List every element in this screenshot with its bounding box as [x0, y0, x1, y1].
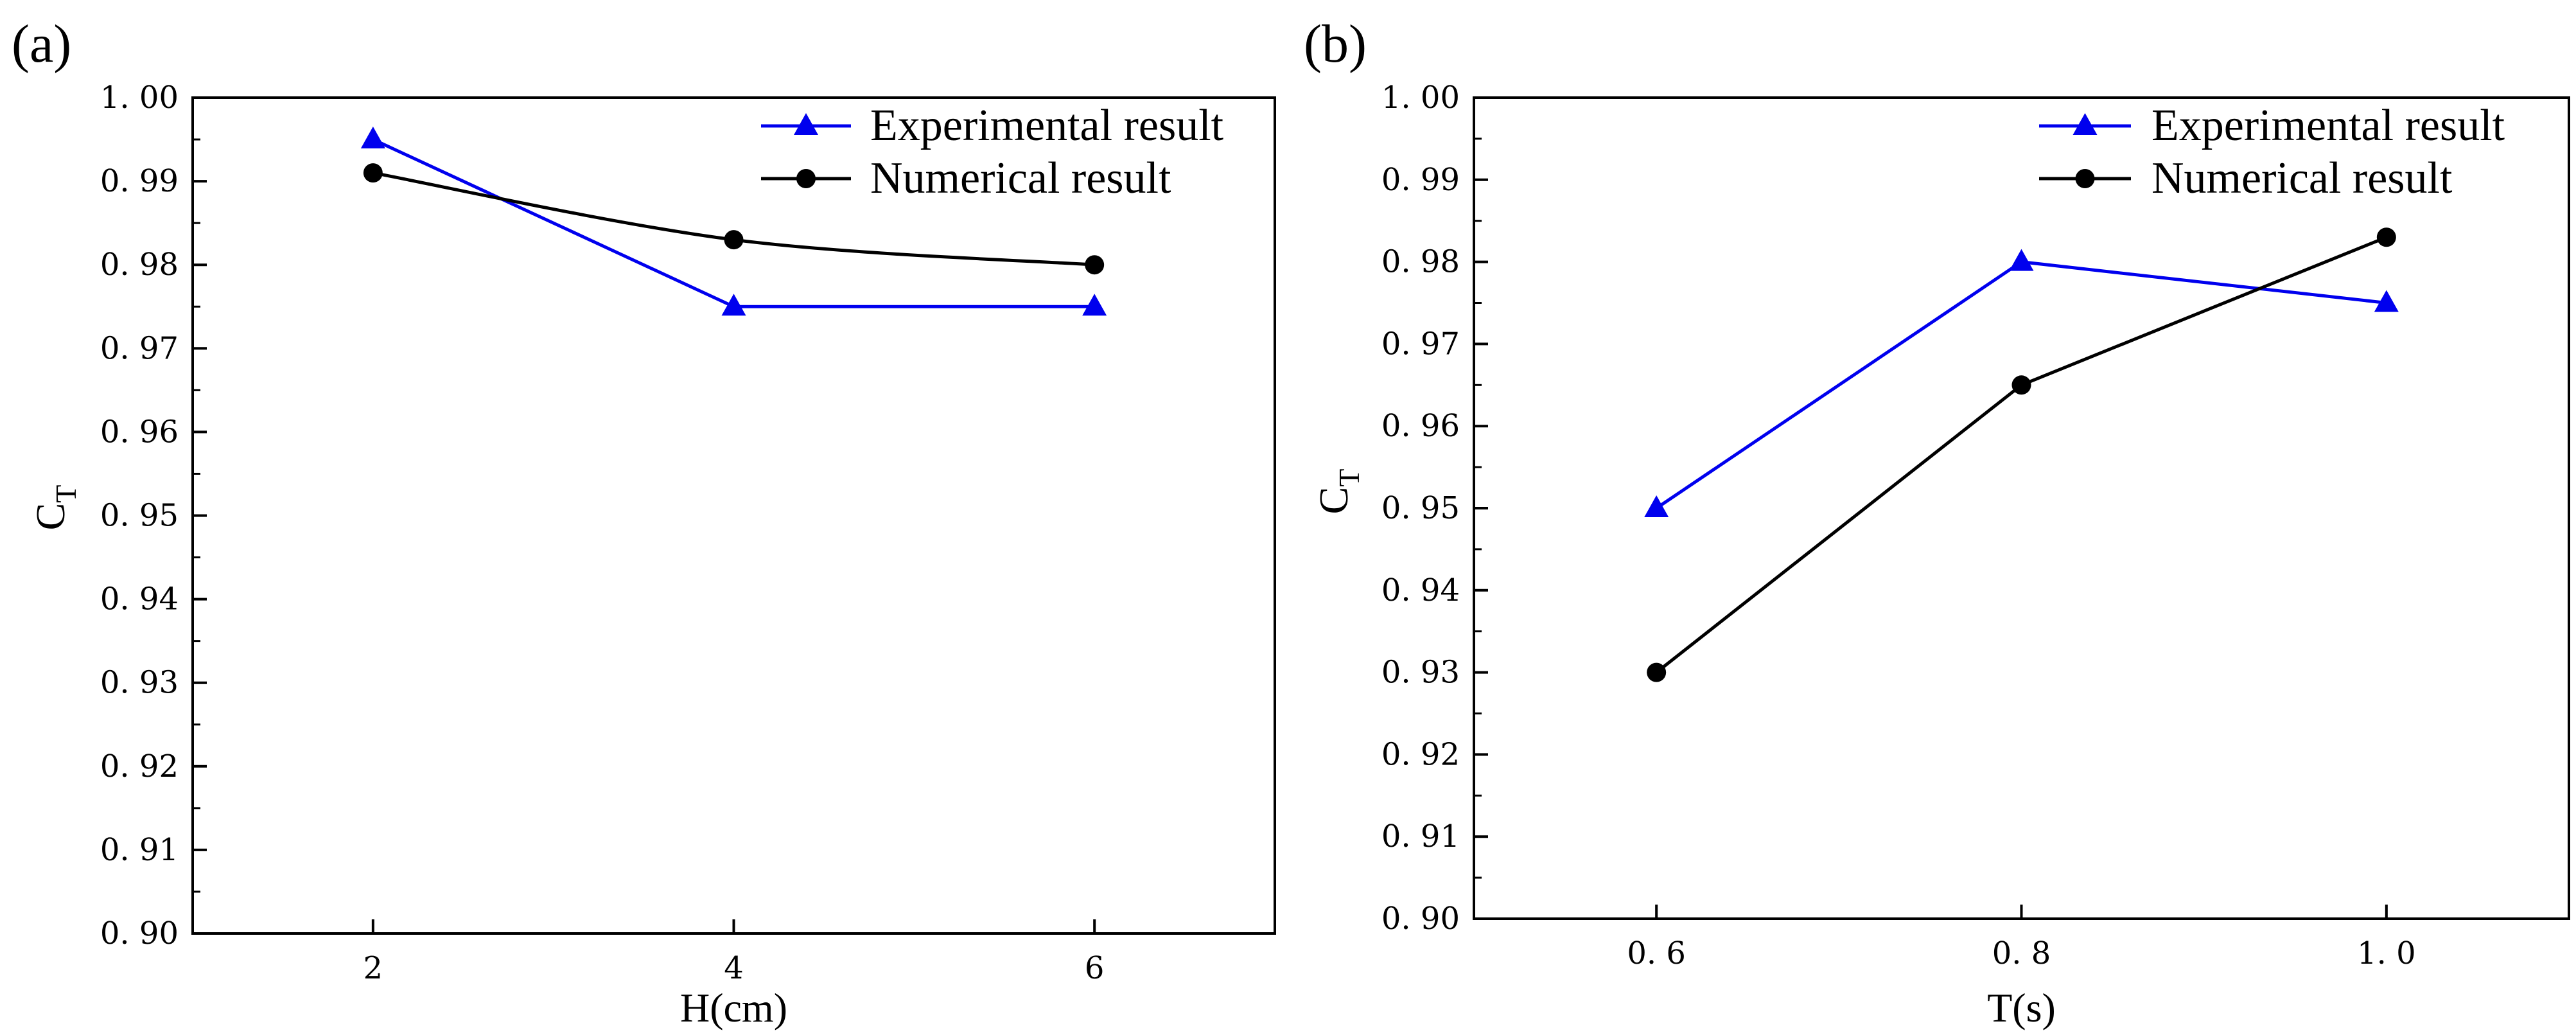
series-line: [1655, 235, 2387, 674]
y-tick-label: 0. 90: [100, 916, 179, 951]
legend-label: Experimental result: [870, 101, 1224, 150]
panel-a: (a) CT 0. 900. 910. 920. 930. 940. 950. …: [12, 14, 1276, 1031]
x-tick-label: 0. 8: [1992, 935, 2051, 971]
y-tick-label: 0. 99: [100, 163, 179, 199]
y-tick-label: 0. 93: [1381, 655, 1460, 691]
legend-label: Experimental result: [2151, 101, 2505, 150]
svg-text:CT: CT: [1311, 469, 1365, 515]
data-point: [724, 230, 744, 250]
y-tick-label: 0. 98: [1381, 244, 1460, 280]
y-axis-label-main: C: [1311, 487, 1356, 515]
data-point: [2376, 227, 2396, 247]
data-point: [1644, 495, 1669, 517]
axes-frame: [1473, 96, 2570, 920]
legend-marker: [794, 113, 818, 135]
data-point: [1647, 662, 1667, 682]
y-tick-label: 1. 00: [100, 80, 179, 116]
panel-label: (b): [1304, 14, 1367, 74]
data-point: [2374, 290, 2399, 312]
x-tick-label: 0. 6: [1627, 935, 1686, 971]
legend-marker: [796, 169, 816, 188]
x-tick-label: 2: [364, 950, 383, 986]
y-axis-label-sub: T: [1333, 469, 1365, 487]
y-tick-label: 0. 95: [100, 498, 179, 534]
axes-frame: [191, 96, 1276, 935]
y-tick-label: 0. 96: [1381, 408, 1460, 444]
legend-label: Numerical result: [2151, 154, 2453, 203]
legend-marker: [2072, 113, 2098, 135]
y-axis-label: CT: [1311, 469, 1365, 515]
y-tick-label: 0. 94: [100, 581, 179, 617]
data-point: [1082, 294, 1107, 316]
y-tick-label: 0. 92: [1381, 736, 1460, 772]
panel-b: (b) CT 0. 900. 910. 920. 930. 940. 950. …: [1304, 14, 2570, 1031]
data-point: [721, 294, 746, 316]
y-tick-label: 0. 96: [100, 414, 179, 450]
y-tick-label: 0. 91: [100, 832, 179, 868]
y-axis-label-main: C: [28, 503, 73, 531]
x-tick-label: 1. 0: [2357, 935, 2416, 971]
legend-label: Numerical result: [870, 154, 1171, 203]
y-tick-label: 1. 00: [1381, 80, 1460, 116]
y-tick-label: 0. 98: [100, 247, 179, 283]
y-tick-label: 0. 92: [100, 748, 179, 784]
data-point: [360, 127, 385, 149]
x-tick-label: 6: [1085, 950, 1105, 986]
y-tick-label: 0. 91: [1381, 818, 1460, 854]
data-point: [1085, 255, 1105, 275]
y-tick-label: 0. 93: [100, 665, 179, 701]
x-tick-label: 4: [724, 950, 744, 986]
panel-label: (a): [12, 14, 71, 74]
y-axis-label: CT: [28, 485, 82, 531]
x-axis-label: T(s): [1987, 985, 2056, 1031]
data-point: [2011, 375, 2031, 395]
y-axis-label-sub: T: [49, 485, 82, 503]
plot-area: 0. 90 0. 91 0. 92 0. 93 0. 94 0. 95 0. 96 0. 97…: [1381, 80, 2570, 1031]
data-point: [363, 163, 383, 183]
y-tick-label: 0. 97: [1381, 326, 1460, 362]
data-point: [2009, 249, 2034, 271]
y-tick-label: 0. 90: [1381, 901, 1460, 937]
y-tick-label: 0. 99: [1381, 162, 1460, 198]
y-tick-label: 0. 95: [1381, 490, 1460, 526]
legend-marker: [2075, 169, 2095, 188]
svg-text:CT: CT: [28, 485, 82, 531]
y-tick-label: 0. 97: [100, 330, 179, 366]
x-axis-label: H(cm): [680, 985, 787, 1031]
y-tick-label: 0. 94: [1381, 572, 1460, 608]
plot-area: 0. 90 0. 91 0. 92 0. 93 0. 94 0. 95 0. 96 0. 97…: [100, 80, 1276, 1031]
